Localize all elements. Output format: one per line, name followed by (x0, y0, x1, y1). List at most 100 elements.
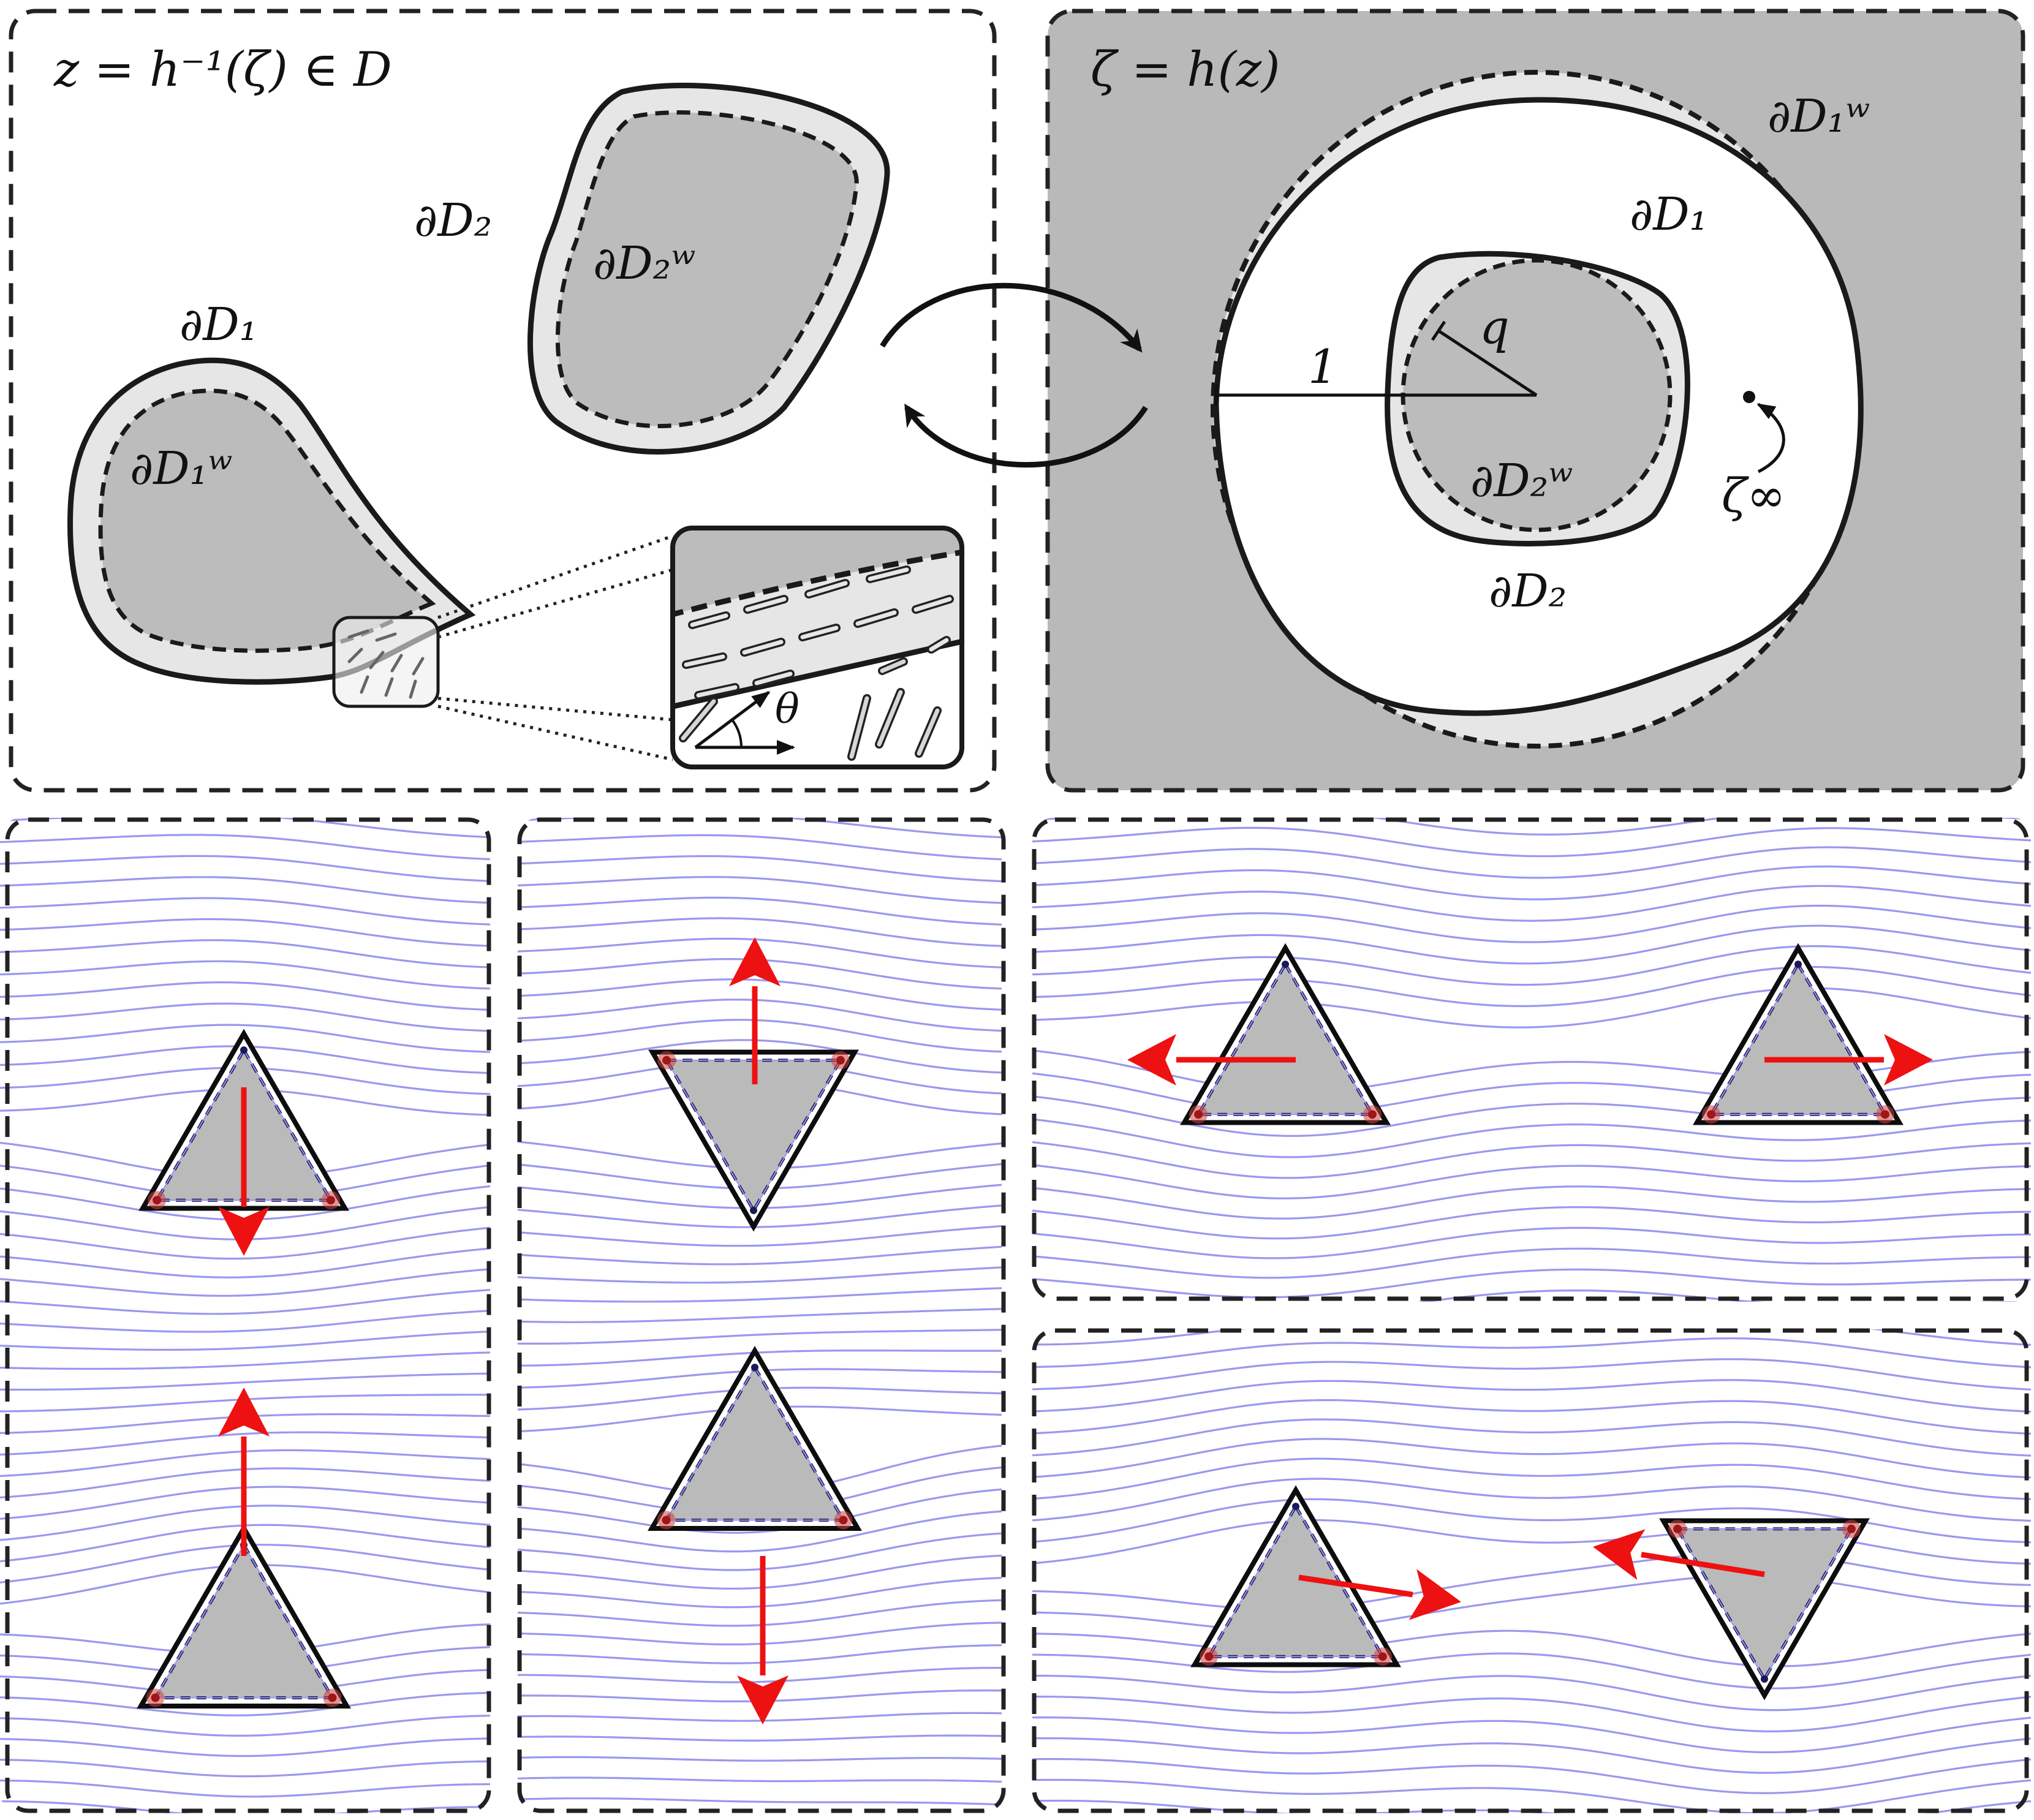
streamline (518, 1039, 1002, 1074)
streamline (1032, 1247, 2031, 1279)
streamline (518, 1797, 1002, 1806)
streamline (1032, 1674, 2032, 1712)
streamline (0, 1226, 490, 1260)
red-arrow-icon (1764, 1034, 1933, 1086)
streamline (0, 834, 490, 861)
streamline (0, 818, 490, 839)
streamlines-pair-apart (1032, 818, 2032, 1302)
streamline (518, 978, 1002, 1011)
triangle-body (1180, 943, 1391, 1125)
streamline (1032, 1457, 2032, 1500)
streamline (518, 793, 1002, 815)
streamline (1032, 818, 2032, 836)
streamline (0, 1372, 490, 1391)
streamline (0, 981, 490, 1011)
streamline (518, 855, 1002, 883)
physical-domain-panel: θ z = h⁻¹(ζ) ∈ D ∂D₂ ∂D₂ʷ ∂D₁ ∂D₁ʷ (9, 9, 997, 793)
streamline (0, 960, 490, 990)
streamline (1032, 1141, 2032, 1179)
streamline (1032, 1758, 2032, 1794)
streamline (1032, 1519, 2032, 1565)
triangle-body (1190, 1485, 1401, 1667)
streamline (518, 1622, 1002, 1645)
streamline (518, 1532, 1002, 1571)
streamline (518, 1287, 1002, 1303)
streamline (0, 1289, 490, 1315)
streamline (0, 1691, 490, 1716)
streamline (1032, 1629, 2032, 1667)
streamline (1032, 1716, 2032, 1754)
streamline (1032, 1498, 2032, 1544)
streamline (0, 876, 490, 904)
red-arrow-icon (729, 937, 781, 1084)
red-arrow-icon (1593, 1529, 1765, 1580)
streamline (1032, 1696, 2032, 1732)
flow-panel-pair-mixed (1032, 1328, 2032, 1813)
red-arrow-icon (1127, 1034, 1296, 1086)
label-wall-1: ∂D₁ʷ (130, 442, 232, 495)
zoom-connectors (437, 534, 673, 761)
streamline (1032, 965, 2032, 1007)
label-point-infinity: ζ∞ (1722, 468, 1786, 523)
streamline (1032, 1652, 2032, 1690)
streamline (1032, 987, 2032, 1029)
streamline (0, 1310, 490, 1333)
streamline (518, 1225, 1002, 1247)
triangle-body (1693, 943, 1904, 1125)
point-infinity-arrow (1756, 402, 1785, 474)
streamline (518, 818, 1002, 839)
streamline (1032, 924, 2032, 965)
streamline (0, 1431, 490, 1456)
radius-q-line (1437, 329, 1538, 397)
circular-double-arrow-icon (880, 282, 1148, 468)
streamline (0, 855, 490, 882)
label-boundary-1: ∂D₁ (180, 298, 257, 351)
streamline (518, 876, 1002, 904)
streamline (518, 1204, 1002, 1228)
streamline (1032, 945, 2032, 986)
inverted-triangle-body (1659, 1518, 1870, 1701)
streamline (1032, 1329, 2032, 1346)
streamline (0, 939, 490, 969)
streamline (518, 1510, 1002, 1553)
streamline (1032, 1737, 2032, 1774)
flow-panel-pair-apart (1032, 817, 2032, 1302)
streamline (518, 1644, 1002, 1664)
mapped-label-wall-1: ∂D₁ʷ (1767, 90, 1870, 143)
streamline (518, 1266, 1002, 1284)
streamline (518, 1599, 1002, 1627)
streamline (518, 1554, 1002, 1590)
streamline (1032, 1337, 2032, 1369)
streamline (518, 999, 1002, 1032)
streamline (518, 1019, 1002, 1053)
streamline (1032, 1478, 2032, 1522)
streamline (1032, 1418, 2032, 1457)
label-radius-q: q (1480, 300, 1510, 354)
streamline (518, 896, 1002, 926)
streamline (518, 917, 1002, 947)
label-radius-one: 1 (1308, 339, 1337, 394)
streamline (1032, 1399, 2032, 1435)
red-arrow-icon (737, 1556, 788, 1724)
body-1-wall-boundary (98, 388, 436, 653)
streamline (0, 1715, 490, 1737)
body-2-wall-boundary (555, 110, 859, 428)
streamline (1032, 1552, 2032, 1610)
streamline (1032, 1268, 2031, 1299)
streamline (518, 1712, 1002, 1722)
streamline (0, 1002, 490, 1032)
streamline (0, 1737, 490, 1758)
streamline (1032, 1358, 2032, 1391)
streamline (518, 937, 1002, 969)
physical-panel-title: z = h⁻¹(ζ) ∈ D (53, 42, 392, 97)
streamline (1032, 1289, 2032, 1302)
streamline (1032, 865, 2032, 901)
mapped-label-boundary-2: ∂D₂ (1489, 565, 1567, 617)
angle-arc (731, 719, 743, 748)
streamline (518, 1329, 1002, 1345)
triangle-body (648, 1346, 862, 1531)
motion-arrows (218, 937, 1933, 1724)
streamline (518, 1488, 1002, 1534)
streamline (1032, 1379, 2032, 1413)
